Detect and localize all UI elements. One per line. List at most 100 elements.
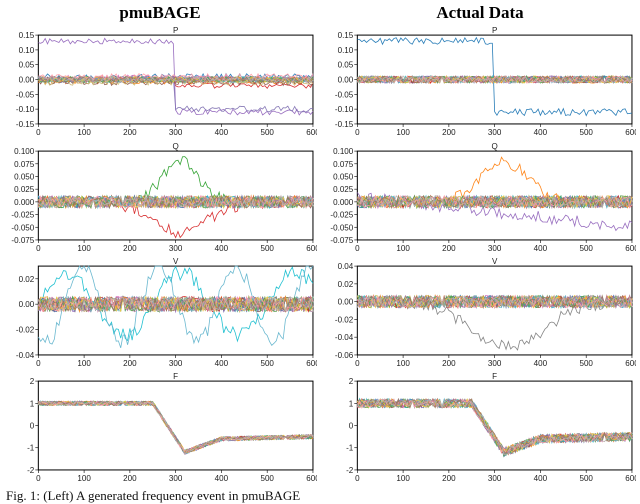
svg-text:100: 100	[396, 244, 410, 253]
svg-text:V: V	[492, 257, 498, 266]
svg-text:0: 0	[36, 474, 41, 483]
svg-text:300: 300	[169, 474, 183, 483]
svg-text:-2: -2	[27, 466, 35, 475]
svg-text:300: 300	[169, 359, 183, 368]
svg-text:P: P	[173, 27, 178, 36]
svg-text:600: 600	[625, 244, 636, 253]
svg-text:400: 400	[215, 244, 229, 253]
svg-text:0.075: 0.075	[333, 159, 354, 168]
panel-V-right: V-0.06-0.04-0.020.000.020.04010020030040…	[323, 256, 636, 369]
svg-text:100: 100	[396, 474, 410, 483]
svg-text:0: 0	[355, 359, 360, 368]
svg-text:0.100: 0.100	[333, 147, 354, 156]
svg-text:-2: -2	[346, 466, 354, 475]
svg-text:500: 500	[260, 129, 274, 138]
svg-text:-0.04: -0.04	[16, 351, 35, 360]
svg-text:0: 0	[36, 359, 41, 368]
svg-text:100: 100	[396, 129, 410, 138]
figure-caption: Fig. 1: (Left) A generated frequency eve…	[0, 488, 640, 504]
svg-text:400: 400	[534, 474, 548, 483]
svg-text:600: 600	[625, 129, 636, 138]
svg-text:-0.15: -0.15	[16, 120, 35, 129]
svg-text:0: 0	[349, 421, 354, 430]
panel-grid: P-0.15-0.10-0.050.000.050.100.1501002003…	[0, 23, 640, 487]
svg-text:200: 200	[123, 244, 137, 253]
svg-text:-1: -1	[346, 443, 354, 452]
svg-text:200: 200	[442, 474, 456, 483]
svg-text:200: 200	[123, 474, 137, 483]
svg-text:-0.075: -0.075	[11, 236, 34, 245]
svg-text:600: 600	[625, 359, 636, 368]
svg-text:0.10: 0.10	[19, 46, 35, 55]
svg-text:600: 600	[306, 474, 317, 483]
svg-text:0.04: 0.04	[338, 262, 354, 271]
svg-text:400: 400	[215, 474, 229, 483]
svg-text:200: 200	[442, 359, 456, 368]
svg-text:300: 300	[169, 244, 183, 253]
svg-text:400: 400	[215, 359, 229, 368]
panel-F-left: F-2-10120100200300400500600	[4, 371, 317, 484]
svg-text:200: 200	[442, 244, 456, 253]
svg-text:Q: Q	[173, 142, 179, 151]
svg-text:500: 500	[579, 129, 593, 138]
svg-text:-1: -1	[27, 443, 35, 452]
panel-P-left: P-0.15-0.10-0.050.000.050.100.1501002003…	[4, 25, 317, 138]
svg-text:200: 200	[123, 359, 137, 368]
svg-text:-0.075: -0.075	[330, 236, 353, 245]
svg-text:0.15: 0.15	[338, 32, 354, 41]
svg-text:200: 200	[442, 129, 456, 138]
svg-text:0.05: 0.05	[19, 61, 35, 70]
svg-text:-0.050: -0.050	[330, 223, 353, 232]
svg-text:0.10: 0.10	[338, 46, 354, 55]
svg-text:400: 400	[534, 129, 548, 138]
svg-text:500: 500	[579, 474, 593, 483]
svg-text:0.02: 0.02	[19, 274, 35, 283]
svg-text:-0.025: -0.025	[11, 210, 34, 219]
svg-text:2: 2	[30, 377, 35, 386]
svg-text:500: 500	[260, 359, 274, 368]
svg-text:0.025: 0.025	[14, 185, 35, 194]
svg-text:-0.025: -0.025	[330, 210, 353, 219]
svg-text:-0.10: -0.10	[16, 106, 35, 115]
svg-text:600: 600	[306, 359, 317, 368]
panel-Q-left: Q-0.075-0.050-0.0250.0000.0250.0500.0750…	[4, 141, 317, 254]
svg-text:V: V	[173, 257, 179, 266]
svg-text:500: 500	[579, 359, 593, 368]
svg-text:100: 100	[77, 244, 91, 253]
svg-text:-0.04: -0.04	[335, 333, 354, 342]
svg-text:500: 500	[260, 244, 274, 253]
header-left: pmuBAGE	[0, 3, 320, 23]
svg-text:0.02: 0.02	[338, 280, 354, 289]
svg-text:-0.02: -0.02	[16, 325, 35, 334]
svg-text:0.05: 0.05	[338, 61, 354, 70]
figure-container: pmuBAGE Actual Data P -0.15 -0.10 -0.05 0.00…	[0, 0, 640, 504]
column-headers: pmuBAGE Actual Data	[0, 0, 640, 23]
svg-text:0.000: 0.000	[333, 197, 354, 206]
svg-text:600: 600	[625, 474, 636, 483]
svg-text:0.000: 0.000	[14, 197, 35, 206]
panel-P-right: P-0.15-0.10-0.050.000.050.100.1501002003…	[323, 25, 636, 138]
svg-text:-0.050: -0.050	[11, 223, 34, 232]
svg-text:1: 1	[30, 399, 35, 408]
svg-text:0: 0	[36, 129, 41, 138]
svg-text:0.100: 0.100	[14, 147, 35, 156]
svg-text:P: P	[492, 27, 497, 36]
svg-text:0.00: 0.00	[338, 76, 354, 85]
svg-text:300: 300	[488, 244, 502, 253]
svg-text:0: 0	[36, 244, 41, 253]
svg-text:-0.05: -0.05	[16, 91, 35, 100]
svg-text:100: 100	[77, 129, 91, 138]
svg-text:-0.10: -0.10	[335, 106, 354, 115]
svg-text:100: 100	[77, 359, 91, 368]
header-right: Actual Data	[320, 3, 640, 23]
panel-F-right: F-2-10120100200300400500600	[323, 371, 636, 484]
svg-text:-0.02: -0.02	[335, 315, 354, 324]
svg-text:400: 400	[534, 359, 548, 368]
svg-text:400: 400	[215, 129, 229, 138]
svg-text:0.00: 0.00	[19, 76, 35, 85]
svg-text:F: F	[492, 372, 497, 381]
svg-text:400: 400	[534, 244, 548, 253]
svg-text:500: 500	[579, 244, 593, 253]
svg-text:0.075: 0.075	[14, 159, 35, 168]
svg-text:0.025: 0.025	[333, 185, 354, 194]
